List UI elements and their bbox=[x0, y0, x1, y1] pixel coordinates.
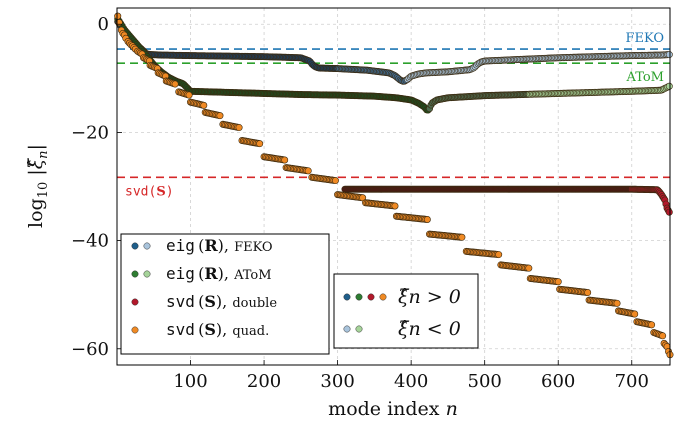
legend-marker bbox=[131, 326, 139, 334]
svd-quad-point bbox=[216, 112, 224, 120]
legend-main: eig (R), FEKO eig (R), AToM svd (S), doubl… bbox=[120, 233, 330, 355]
x-tick-label: 700 bbox=[615, 371, 649, 392]
svd-quad-point bbox=[631, 310, 639, 318]
feko-point bbox=[665, 51, 673, 59]
legend-marker bbox=[131, 298, 139, 306]
y-tick-label: −60 bbox=[71, 339, 109, 360]
x-tick-label: 200 bbox=[247, 371, 281, 392]
axes-frame bbox=[116, 7, 671, 366]
x-tick-label: 400 bbox=[394, 371, 428, 392]
reference-label: AToM bbox=[626, 70, 664, 85]
svd-quad-point bbox=[304, 167, 312, 175]
legend-sign-box bbox=[333, 273, 479, 349]
svd-quad-point bbox=[256, 140, 264, 148]
legend-marker bbox=[131, 242, 139, 250]
legend-marker bbox=[143, 270, 151, 278]
legend-marker bbox=[343, 325, 351, 333]
x-tick-label: 600 bbox=[541, 371, 575, 392]
legend-label: svd (S), double bbox=[166, 292, 277, 311]
svd-quad-point bbox=[281, 156, 289, 164]
reference-label: svd(S) bbox=[125, 184, 174, 199]
svd-quad-point bbox=[331, 177, 339, 185]
svd-double-point bbox=[665, 208, 673, 216]
legend-label: ξ̂n > 0 bbox=[398, 286, 461, 308]
legend-label: svd (S), quad. bbox=[166, 320, 269, 339]
svd-quad-point bbox=[171, 80, 179, 88]
svd-quad-point bbox=[235, 124, 243, 132]
svd-quad-point bbox=[584, 289, 592, 297]
svd-quad-point bbox=[423, 215, 431, 223]
plot-area bbox=[114, 12, 674, 359]
legend-marker bbox=[379, 293, 387, 301]
svd-quad-point bbox=[613, 299, 621, 307]
svd-quad-point bbox=[391, 202, 399, 210]
y-tick-label: −20 bbox=[71, 122, 109, 143]
y-tick-label: −40 bbox=[71, 231, 109, 252]
legend-marker bbox=[343, 293, 351, 301]
y-axis-label: log10 |ξ̂n| bbox=[25, 144, 51, 228]
svd-quad-point bbox=[648, 321, 656, 329]
x-tick-label: 300 bbox=[320, 371, 354, 392]
reference-label: FEKO bbox=[625, 31, 664, 46]
x-tick-label: 500 bbox=[468, 371, 502, 392]
svd-quad-point bbox=[495, 251, 503, 259]
legend-label: eig (R), FEKO bbox=[166, 236, 273, 255]
tick-labels: 100 200 300 400 500 600 700 0 −20 −40 −60 bbox=[71, 14, 649, 392]
legend-marker bbox=[131, 270, 139, 278]
legend-marker bbox=[355, 293, 363, 301]
legend-label: eig (R), AToM bbox=[166, 264, 272, 283]
reference-lines: FEKO AToM svd(S) bbox=[117, 31, 670, 199]
legend-marker bbox=[367, 293, 375, 301]
x-axis-label: mode index n bbox=[328, 398, 458, 420]
svd-quad-point bbox=[185, 91, 193, 99]
y-tick-label: 0 bbox=[98, 14, 109, 35]
legend-label: ξ̂n < 0 bbox=[398, 318, 461, 340]
svd-quad-point bbox=[458, 233, 466, 241]
x-tick-label: 100 bbox=[173, 371, 207, 392]
legend-sign: ξ̂n > 0 ξ̂n < 0 bbox=[333, 273, 479, 349]
svg-text:log10 |ξ̂n|: log10 |ξ̂n| bbox=[25, 144, 51, 228]
svd-quad-point bbox=[554, 278, 562, 286]
legend-marker bbox=[355, 325, 363, 333]
legend-main-box bbox=[120, 233, 330, 355]
legend-marker bbox=[143, 242, 151, 250]
svd-quad-point bbox=[114, 12, 122, 20]
svd-quad-point bbox=[659, 332, 667, 340]
atom-point bbox=[665, 82, 673, 90]
svd-quad-point bbox=[200, 101, 208, 109]
svd-quad-point bbox=[525, 264, 533, 272]
